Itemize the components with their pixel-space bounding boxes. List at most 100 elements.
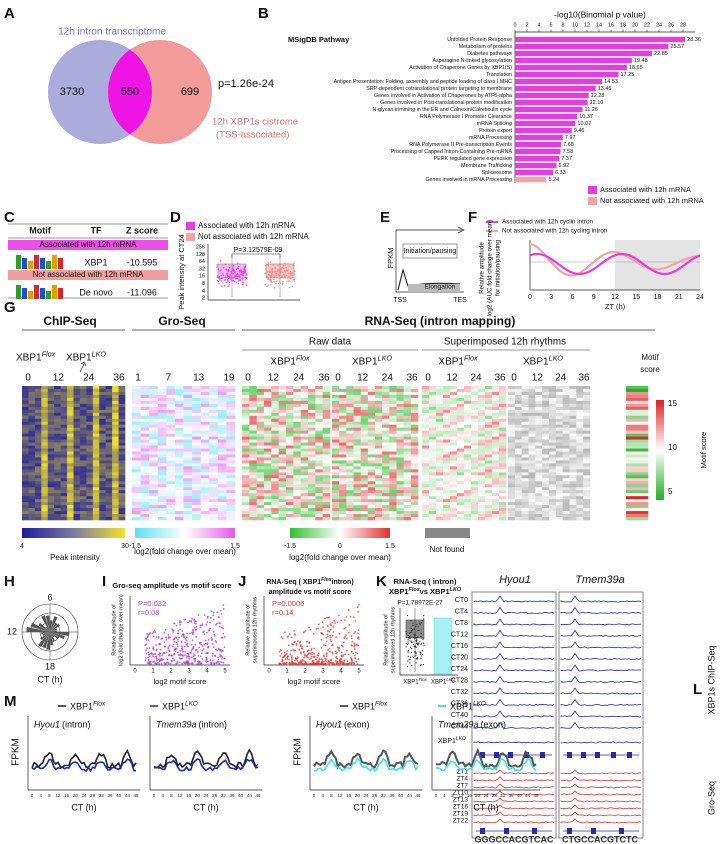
heatmap-cell bbox=[549, 466, 557, 470]
heatmap-cell bbox=[79, 517, 87, 521]
heatmap-cell bbox=[308, 517, 316, 521]
scatter-point bbox=[338, 646, 341, 649]
heatmap-cell bbox=[278, 508, 287, 512]
heatmap-cell bbox=[555, 421, 563, 426]
heatmap-cell bbox=[256, 505, 265, 509]
y-tick-label: 8 bbox=[202, 281, 205, 287]
heatmap-cell bbox=[367, 466, 376, 470]
scatter-point bbox=[152, 661, 154, 663]
heatmap-cell bbox=[332, 511, 340, 515]
rose-wedge bbox=[40, 632, 50, 641]
heatmap-cell bbox=[209, 388, 219, 393]
heatmap-cell bbox=[367, 511, 376, 515]
heatmap-cell bbox=[569, 505, 577, 509]
heatmap-cell bbox=[499, 412, 507, 417]
heatmap-cell bbox=[375, 433, 383, 437]
heatmap-cell bbox=[422, 511, 430, 515]
scatter-point bbox=[338, 660, 341, 663]
heatmap-cell bbox=[471, 502, 479, 506]
heatmap-cell bbox=[396, 415, 404, 420]
heatmap-cell bbox=[308, 481, 316, 485]
heatmap-cell bbox=[157, 508, 167, 512]
time-label: 12 bbox=[268, 373, 280, 384]
heatmap-cell bbox=[360, 412, 369, 417]
heatmap-cell bbox=[286, 499, 294, 503]
scatter-point bbox=[343, 662, 346, 665]
x-tick-label: 28 bbox=[680, 22, 686, 28]
heatmap-cell bbox=[86, 457, 94, 461]
heatmap-cell bbox=[464, 439, 472, 443]
scatter-point bbox=[167, 647, 170, 650]
heatmap-cell bbox=[626, 517, 649, 521]
heatmap-cell bbox=[322, 421, 331, 426]
heatmap-cell bbox=[47, 424, 55, 428]
heatmap-cell bbox=[315, 514, 323, 518]
heatmap-cell bbox=[485, 406, 493, 411]
time-label: 1 bbox=[135, 373, 141, 384]
heatmap-cell bbox=[521, 394, 529, 399]
jitter-point bbox=[272, 264, 274, 266]
scatter-point bbox=[217, 615, 220, 618]
heatmap-cell bbox=[41, 460, 49, 464]
heatmap-cell bbox=[492, 460, 500, 464]
heatmap-cell bbox=[192, 490, 201, 494]
heatmap-cell bbox=[264, 496, 272, 500]
heatmap-cell bbox=[576, 448, 584, 452]
heatmap-cell bbox=[286, 517, 294, 521]
motif-logo-letter bbox=[28, 261, 33, 269]
scatter-point bbox=[177, 654, 180, 656]
scatter-point bbox=[212, 614, 215, 617]
scatter-point bbox=[208, 629, 211, 632]
jitter-point bbox=[269, 270, 272, 272]
heatmap-cell bbox=[514, 505, 522, 509]
label: log2(fold change over mean) bbox=[289, 553, 391, 562]
heatmap-cell bbox=[157, 472, 167, 476]
heatmap-cell bbox=[443, 433, 451, 437]
heatmap-cell bbox=[626, 448, 649, 452]
label: 1.5 bbox=[385, 543, 395, 550]
heatmap-cell bbox=[166, 439, 176, 443]
heatmap-cell bbox=[346, 460, 354, 464]
heatmap-cell bbox=[626, 511, 649, 515]
heatmap-cell bbox=[542, 406, 550, 411]
heatmap-cell bbox=[22, 439, 29, 443]
heatmap-cell bbox=[118, 427, 126, 431]
scatter-point bbox=[357, 610, 360, 613]
heatmap-cell bbox=[132, 409, 141, 414]
scatter-point bbox=[219, 661, 221, 663]
heatmap-cell bbox=[166, 394, 176, 399]
heatmap-cell bbox=[521, 493, 529, 497]
heatmap-cell bbox=[499, 436, 507, 440]
heatmap-cell bbox=[192, 511, 201, 515]
heatmap-cell bbox=[22, 484, 29, 488]
heatmap-cell bbox=[569, 403, 577, 408]
scatter-point bbox=[219, 648, 221, 651]
heatmap-cell bbox=[183, 508, 193, 512]
heatmap-cell bbox=[389, 466, 397, 470]
heatmap-cell bbox=[443, 478, 451, 482]
heatmap-cell bbox=[583, 391, 591, 396]
heatmap-cell bbox=[322, 463, 331, 467]
scatter-point bbox=[305, 640, 308, 643]
heatmap-cell bbox=[28, 388, 36, 393]
heatmap-cell bbox=[555, 478, 563, 482]
heatmap-cell bbox=[140, 505, 150, 509]
heatmap-cell bbox=[450, 403, 458, 408]
heatmap-cell bbox=[471, 442, 479, 446]
heatmap-cell bbox=[626, 505, 649, 509]
heatmap-cell bbox=[293, 478, 301, 482]
heatmap-cell bbox=[105, 478, 113, 482]
jitter-point bbox=[241, 284, 244, 286]
scatter-point bbox=[309, 652, 312, 655]
scatter-point bbox=[291, 655, 293, 657]
heatmap-cell bbox=[450, 475, 458, 479]
heatmap-cell bbox=[521, 481, 529, 485]
heatmap-cell bbox=[286, 409, 294, 414]
heatmap-cell bbox=[293, 439, 301, 443]
heatmap-cell bbox=[315, 499, 323, 503]
heatmap-cell bbox=[576, 403, 584, 408]
heatmap-cell bbox=[149, 460, 159, 464]
heatmap-cell bbox=[396, 508, 404, 512]
scatter-point bbox=[180, 621, 183, 623]
heatmap-cell bbox=[555, 481, 563, 485]
